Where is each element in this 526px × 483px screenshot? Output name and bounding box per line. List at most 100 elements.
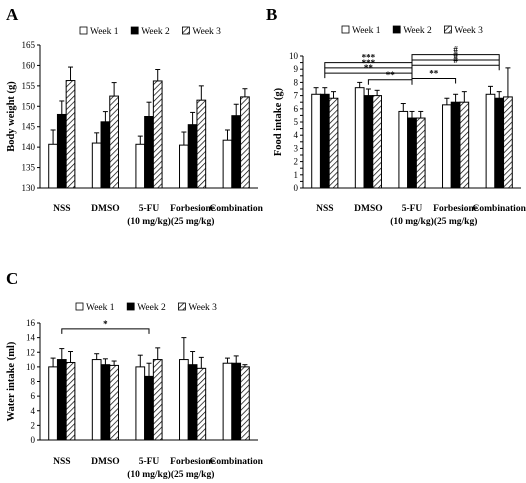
legend-swatch	[341, 25, 350, 34]
legend-swatch	[130, 26, 139, 35]
legend-swatch	[79, 26, 88, 35]
legend-swatch	[181, 26, 190, 35]
y-tick-label: 14	[26, 333, 36, 343]
bar-week-1	[48, 366, 58, 441]
significance-bracket	[324, 72, 413, 79]
bar-week-3	[65, 361, 76, 441]
x-category-label: 5-FU	[139, 204, 160, 214]
significance-bracket	[411, 77, 457, 84]
legend-label: Week 1	[86, 303, 115, 313]
bar-week-1	[48, 143, 58, 189]
legend-label: Week 2	[141, 27, 170, 37]
bar-week-3	[240, 366, 250, 441]
bar-week-1	[179, 359, 189, 441]
significance-label: **	[386, 70, 396, 80]
y-tick-label: 8	[31, 377, 36, 387]
y-tick-label: 160	[22, 60, 36, 70]
x-category-label: Combination	[473, 204, 526, 214]
x-category-label: 5-FU	[402, 204, 423, 214]
y-tick-label: 7	[294, 91, 299, 101]
y-tick-label: 165	[22, 40, 36, 50]
y-axis-label: Body weight (g)	[6, 81, 17, 152]
bar-week-1	[485, 93, 496, 189]
legend-label: Week 1	[90, 27, 119, 37]
panel-letter: B	[266, 5, 277, 24]
bar-week-2	[319, 93, 330, 189]
y-tick-label: 0	[31, 435, 36, 445]
bar-week-3	[109, 95, 119, 189]
significance-bracket	[324, 67, 413, 73]
bar-week-2	[363, 95, 374, 189]
y-tick-label: 9	[294, 64, 299, 74]
bar-week-3	[196, 367, 207, 441]
bar-week-3	[459, 101, 470, 189]
bar-week-2	[100, 121, 111, 189]
x-category-label: NSS	[53, 204, 70, 214]
significance-bracket	[411, 54, 500, 60]
significance-bracket	[411, 64, 500, 71]
y-tick-label: 0	[294, 183, 299, 193]
bar-week-2	[144, 116, 154, 189]
bar-week-3	[328, 97, 339, 189]
x-category-label: 5-FU	[139, 457, 160, 467]
legend-swatch	[177, 302, 186, 311]
significance-label: ***	[362, 53, 376, 63]
bar-week-1	[91, 142, 102, 189]
significance-bracket	[411, 59, 500, 65]
y-tick-label: 155	[22, 81, 36, 91]
legend-swatch	[75, 302, 84, 311]
bar-week-3	[152, 359, 163, 441]
bar-week-1	[135, 143, 146, 189]
bar-week-3	[152, 80, 163, 189]
y-tick-label: 6	[294, 104, 299, 114]
bar-week-2	[407, 117, 417, 189]
bar-week-1	[222, 362, 233, 441]
x-category-label: DMSO	[91, 457, 120, 467]
legend-label: Week 2	[403, 26, 432, 36]
y-axis-label: Water intake (ml)	[6, 341, 17, 421]
bar-week-1	[179, 144, 189, 189]
y-tick-label: 4	[31, 406, 36, 416]
x-category-label: NSS	[53, 457, 70, 467]
x-category-label: Combination	[210, 457, 264, 467]
x-category-sublabel: (25 mg/kg)	[434, 216, 478, 227]
significance-bracket	[367, 79, 413, 85]
bar-week-1	[442, 104, 452, 189]
y-tick-label: 130	[22, 183, 36, 193]
bar-week-2	[231, 362, 242, 441]
bar-week-2	[100, 364, 111, 441]
legend-label: Week 3	[188, 303, 217, 313]
bar-week-3	[372, 95, 382, 189]
bar-week-3	[196, 99, 207, 189]
bar-week-3	[65, 80, 76, 189]
chart-panel-b: B Food intake (g) 0 1 2 3 4 5 6 7 8 9 10 NSS DMSO 5-FU (…	[266, 5, 526, 227]
y-tick-label: 12	[26, 347, 35, 357]
legend-label: Week 3	[192, 27, 221, 37]
x-category-label: DMSO	[354, 204, 383, 214]
x-category-label: DMSO	[91, 204, 120, 214]
bar-week-1	[354, 87, 365, 189]
chart-panel-a: A Body weight (g) 130 135 140 145 150 155 160 165…	[6, 5, 264, 227]
bar-week-3	[415, 117, 426, 189]
bar-week-3	[240, 96, 250, 189]
bar-week-2	[56, 359, 67, 441]
bar-week-2	[494, 97, 505, 189]
x-category-sublabel: (10 mg/kg)	[127, 216, 171, 227]
x-category-label: Combination	[210, 204, 264, 214]
significance-bracket	[61, 328, 150, 334]
y-axis-label: Food intake (g)	[273, 87, 284, 156]
x-category-label: NSS	[316, 204, 333, 214]
panel-letter: C	[6, 269, 18, 288]
y-tick-label: 10	[289, 51, 299, 61]
y-tick-label: 2	[294, 157, 299, 167]
bar-week-1	[135, 366, 146, 441]
bar-week-1	[311, 93, 321, 189]
y-tick-label: 5	[294, 117, 299, 127]
x-category-label: Forbesione	[170, 457, 215, 467]
x-category-sublabel: (10 mg/kg)	[390, 216, 434, 227]
y-tick-label: 16	[26, 318, 36, 328]
y-tick-label: 135	[22, 163, 36, 173]
bar-week-2	[144, 375, 154, 441]
bar-week-2	[450, 101, 461, 189]
